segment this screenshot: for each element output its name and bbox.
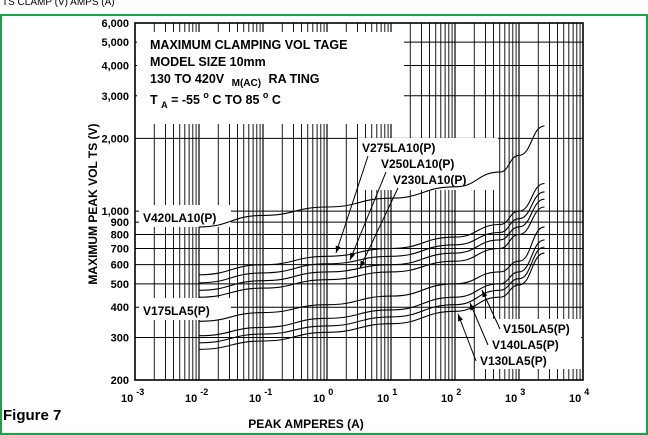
series-line-4 xyxy=(198,198,545,291)
y-tick-label: 3,000 xyxy=(101,91,129,103)
x-tick-base: 10 xyxy=(441,393,453,405)
y-tick-label: 600 xyxy=(111,260,129,272)
x-tick-base: 10 xyxy=(377,393,389,405)
x-tick-exponent: 2 xyxy=(456,387,461,397)
x-tick-base: 10 xyxy=(249,393,261,405)
x-tick-label: 102 xyxy=(441,387,461,405)
x-tick-label: 104 xyxy=(569,387,589,405)
title-line-3b: RA TING xyxy=(269,72,320,86)
y-tick-label: 4,000 xyxy=(101,61,129,73)
label-v420la10: V420LA10(P) xyxy=(143,211,216,225)
series-line-8 xyxy=(198,246,545,344)
title-line-4-sub: A xyxy=(161,100,168,110)
label-v130la5: V130LA5(P) xyxy=(480,354,547,368)
v420-label-box xyxy=(139,205,231,227)
leader-arrowhead xyxy=(482,290,488,298)
x-tick-base: 10 xyxy=(569,393,581,405)
leader-arrowhead xyxy=(360,260,366,268)
x-tick-label: 101 xyxy=(377,387,397,405)
label-v250la10: V250LA10(P) xyxy=(381,157,454,171)
label-v150la5: V150LA5(P) xyxy=(503,322,570,336)
series-line-1 xyxy=(198,125,545,228)
y-axis-label: MAXIMUM PEAK VOL TS (V) xyxy=(86,123,100,284)
title-line-1: MAXIMUM CLAMPING VOL TAGE xyxy=(150,38,347,52)
label-v230la10: V230LA10(P) xyxy=(393,173,466,187)
y-tick-label: 300 xyxy=(111,332,129,344)
title-line-4b: = -55 xyxy=(171,93,203,107)
x-tick-exponent: 0 xyxy=(328,387,333,397)
title-line-4d: C xyxy=(272,93,281,107)
leader-arrowhead xyxy=(458,314,463,322)
title-line-4c: C TO 85 xyxy=(212,93,262,107)
title-line-3-sub: M(AC) xyxy=(232,78,261,89)
title-line-2: MODEL SIZE 10mm xyxy=(150,55,266,69)
title-line-3a: 130 TO 420V xyxy=(150,72,225,86)
y-tick-label: 5,000 xyxy=(101,37,129,49)
y-tick-label: 200 xyxy=(111,375,129,387)
series-line-9 xyxy=(198,252,545,350)
chart-title: MAXIMUM CLAMPING VOL TAGE MODEL SIZE 10m… xyxy=(150,38,347,111)
y-tick-label: 900 xyxy=(111,217,129,229)
y-tick-label: 500 xyxy=(111,279,129,291)
leader-line xyxy=(335,155,369,254)
title-box xyxy=(137,32,404,124)
y-tick-label: 800 xyxy=(111,229,129,241)
series-line-6 xyxy=(198,226,545,322)
figure-border xyxy=(0,14,648,435)
title-line-3: 130 TO 420V M(AC) RA TING xyxy=(150,72,319,89)
leader-line xyxy=(359,187,399,269)
series-line-7 xyxy=(198,239,545,337)
x-tick-exponent: -2 xyxy=(200,387,208,397)
figure-label: Figure 7 xyxy=(3,407,61,424)
leader-arrows xyxy=(335,155,501,362)
degree-mark-1: o xyxy=(203,90,209,100)
series-curves xyxy=(198,125,545,350)
leader-line xyxy=(469,302,489,346)
header-caption: TS CLAMP (V) AMPS (A) xyxy=(2,0,115,8)
x-tick-label: 10-2 xyxy=(185,387,208,405)
leader-arrowhead xyxy=(335,245,341,253)
label-v175la5: V175LA5(P) xyxy=(143,304,210,318)
x-tick-exponent: 4 xyxy=(584,387,589,397)
lower-label-box xyxy=(475,319,581,369)
title-line-4a: T xyxy=(150,93,158,107)
v175-label-box xyxy=(139,298,231,320)
y-tick-label: 700 xyxy=(111,244,129,256)
series-line-3 xyxy=(198,191,545,284)
leader-line xyxy=(349,171,387,261)
x-tick-label: 10-1 xyxy=(249,387,272,405)
x-tick-base: 10 xyxy=(121,393,133,405)
y-tick-label: 1,000 xyxy=(101,206,129,218)
y-tick-label: 2,000 xyxy=(101,133,129,145)
leader-arrowhead xyxy=(470,303,476,311)
series-line-2 xyxy=(198,182,545,276)
plot-frame xyxy=(134,22,584,381)
label-v275la10: V275LA10(P) xyxy=(362,141,435,155)
x-tick-exponent: -3 xyxy=(136,387,144,397)
x-tick-exponent: -1 xyxy=(264,387,272,397)
leader-arrowhead xyxy=(350,252,356,260)
x-tick-label: 103 xyxy=(505,387,525,405)
x-tick-exponent: 1 xyxy=(392,387,397,397)
title-line-4: T A = -55 o C TO 85 o C xyxy=(150,87,281,111)
x-axis-label: PEAK AMPERES (A) xyxy=(248,417,364,431)
series-line-5 xyxy=(198,206,545,298)
x-tick-label: 10-3 xyxy=(121,387,144,405)
x-tick-base: 10 xyxy=(185,393,197,405)
leader-line xyxy=(457,313,477,362)
x-tick-label: 100 xyxy=(313,387,333,405)
x-tick-base: 10 xyxy=(505,393,517,405)
y-tick-label: 6,000 xyxy=(101,18,129,30)
degree-mark-2: o xyxy=(263,90,269,100)
x-tick-base: 10 xyxy=(313,393,325,405)
label-v140la5: V140LA5(P) xyxy=(492,338,559,352)
leader-line xyxy=(481,289,501,330)
x-tick-exponent: 3 xyxy=(520,387,525,397)
y-tick-label: 400 xyxy=(111,302,129,314)
